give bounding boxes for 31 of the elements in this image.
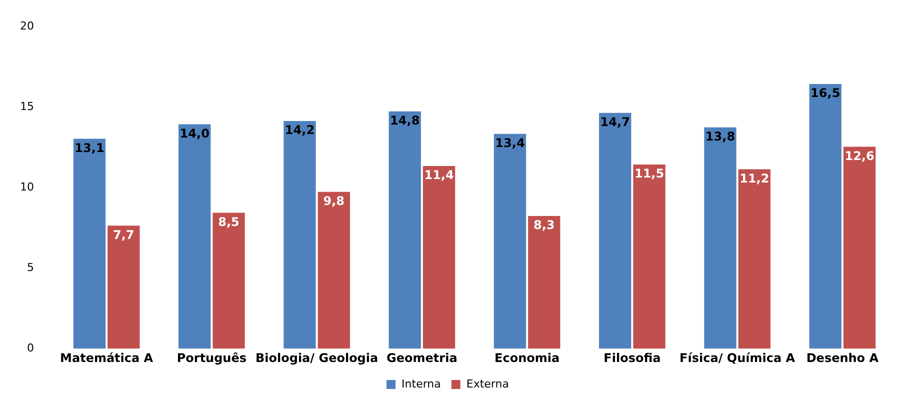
x-tick-label: Economia xyxy=(494,350,560,365)
data-label: 11,2 xyxy=(740,171,770,186)
data-label: 11,4 xyxy=(424,168,454,182)
legend-label: Externa xyxy=(466,377,509,390)
x-tick-label: Português xyxy=(176,350,247,365)
legend-label: Interna xyxy=(402,377,441,390)
data-label: 13,1 xyxy=(74,140,104,155)
data-label: 9,8 xyxy=(323,194,345,208)
data-label: 7,7 xyxy=(113,228,134,242)
data-label: 16,5 xyxy=(810,86,840,100)
x-tick-label: Matemática A xyxy=(60,350,154,365)
data-label: 11,5 xyxy=(634,166,664,181)
y-tick-label: 15 xyxy=(20,100,34,113)
y-tick-label: 5 xyxy=(26,260,34,274)
y-tick-label: 20 xyxy=(20,19,34,32)
data-label: 12,6 xyxy=(844,148,874,163)
data-label: 14,0 xyxy=(180,126,210,140)
x-tick-label: Filosofia xyxy=(604,350,661,365)
data-label: 14,7 xyxy=(600,115,630,130)
data-label: 14,8 xyxy=(390,113,420,128)
x-tick-label: Desenho A xyxy=(806,350,880,365)
data-label: 14,2 xyxy=(284,123,315,138)
data-label: 8,5 xyxy=(218,214,240,229)
x-tick-label: Biologia/ Geologia xyxy=(256,350,378,365)
data-label: 8,3 xyxy=(534,218,555,232)
y-tick-label: 10 xyxy=(20,180,34,194)
data-label: 13,8 xyxy=(705,130,736,144)
x-tick-label: Física/ Química A xyxy=(680,350,796,365)
y-tick-label: 0 xyxy=(26,341,34,354)
x-tick-label: Geometria xyxy=(386,350,458,365)
data-label: 13,4 xyxy=(495,136,525,150)
